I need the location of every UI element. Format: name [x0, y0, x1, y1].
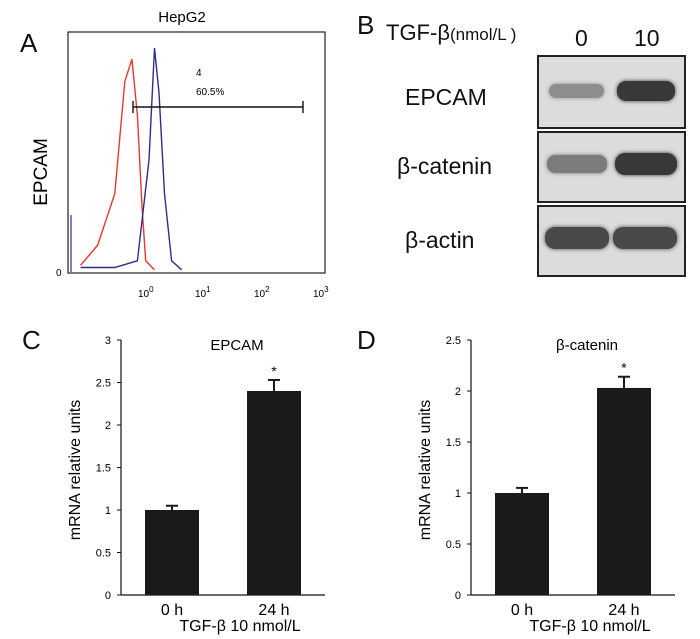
x-tick-1: 101 — [195, 285, 211, 300]
y-tick-label: 0 — [105, 590, 111, 602]
blot-label-epcam: EPCAM — [405, 84, 487, 110]
histogram-title: HepG2 — [158, 9, 206, 26]
flow-cytometry-histogram: HepG2 EPCAM 0 4 60.5% 100 101 102 103 — [31, 9, 329, 300]
panel-letter-a: A — [20, 28, 38, 58]
histogram-y-tick: 0 — [56, 268, 62, 279]
histogram-ylabel: EPCAM — [31, 138, 52, 206]
x-tick-3: 103 — [313, 285, 329, 300]
gate-label-top: 4 — [196, 68, 202, 79]
blot-beta-actin — [537, 205, 686, 277]
bar-chart-beta-catenin: β-catenin mRNA relative units 0 0.5 1 1.5 2 2.5… — [417, 335, 675, 635]
x-category-label: 24 h — [608, 602, 639, 619]
bar-0 — [495, 493, 549, 595]
blot-beta-catenin — [537, 131, 686, 203]
bar-chart-ylabel: mRNA relative units — [417, 400, 434, 541]
y-tick-label: 0.5 — [446, 539, 461, 551]
histogram-series-0 — [80, 58, 156, 271]
histogram-gate: 4 60.5% — [132, 68, 304, 113]
y-tick-label: 2.5 — [96, 378, 111, 390]
y-tick-label: 1.5 — [446, 437, 461, 449]
panel-letter-b: B — [357, 10, 375, 40]
bar-chart-title: EPCAM — [210, 337, 263, 354]
band-epcam-lane1 — [617, 81, 675, 101]
x-category-label: 0 h — [511, 602, 533, 619]
bar-chart-ylabel: mRNA relative units — [67, 400, 84, 541]
treatment-caption: TGF-β 10 nmol/L — [179, 618, 300, 635]
treatment-label: TGF-β — [386, 20, 450, 45]
blot-label-beta-catenin: β-catenin — [397, 153, 493, 179]
band-beta-actin-lane1 — [613, 227, 677, 249]
band-beta-catenin-lane1 — [615, 153, 677, 175]
bar-chart-epcam: EPCAM mRNA relative units 0 0.5 1 1.5 2 2.5 3 0 h… — [67, 335, 325, 635]
x-category-label: 0 h — [161, 602, 183, 619]
y-tick-label: 3 — [105, 335, 111, 347]
y-tick-label: 1 — [455, 488, 461, 500]
x-category-label: 24 h — [258, 602, 289, 619]
bar-1 — [597, 387, 651, 595]
y-tick-label: 2 — [105, 420, 111, 432]
bar-0 — [145, 510, 199, 595]
y-tick-label: 0 — [455, 590, 461, 602]
blot-label-beta-actin: β-actin — [405, 227, 475, 253]
y-tick-label: 0.5 — [96, 548, 111, 560]
blot-epcam — [537, 55, 686, 129]
gate-label-pct: 60.5% — [196, 87, 224, 98]
panel-letter-d: D — [357, 325, 376, 355]
panel-letter-c: C — [22, 325, 41, 355]
y-tick-label: 2 — [455, 386, 461, 398]
treatment-caption: TGF-β 10 nmol/L — [529, 618, 650, 635]
y-tick-label: 1 — [105, 505, 111, 517]
y-tick-label: 2.5 — [446, 335, 461, 347]
band-epcam-lane0 — [549, 84, 604, 98]
treatment-header: TGF-β(nmol/L ) — [386, 20, 516, 46]
histogram-x-ticks: 100 101 102 103 — [138, 285, 329, 300]
x-tick-2: 102 — [254, 285, 270, 300]
band-beta-catenin-lane0 — [547, 155, 607, 173]
histogram-curves — [70, 47, 183, 272]
band-beta-actin-lane0 — [545, 227, 609, 249]
histogram-series-1 — [80, 47, 183, 271]
histogram-frame — [67, 31, 326, 274]
x-tick-0: 100 — [138, 285, 154, 300]
lane-label-10: 10 — [634, 25, 660, 51]
significance-star: * — [271, 363, 277, 379]
significance-star: * — [621, 360, 627, 376]
bar-chart-title: β-catenin — [556, 337, 618, 354]
bar-1 — [247, 391, 301, 595]
y-tick-label: 1.5 — [96, 463, 111, 475]
treatment-unit: (nmol/L ) — [449, 25, 517, 44]
lane-label-0: 0 — [575, 25, 588, 51]
